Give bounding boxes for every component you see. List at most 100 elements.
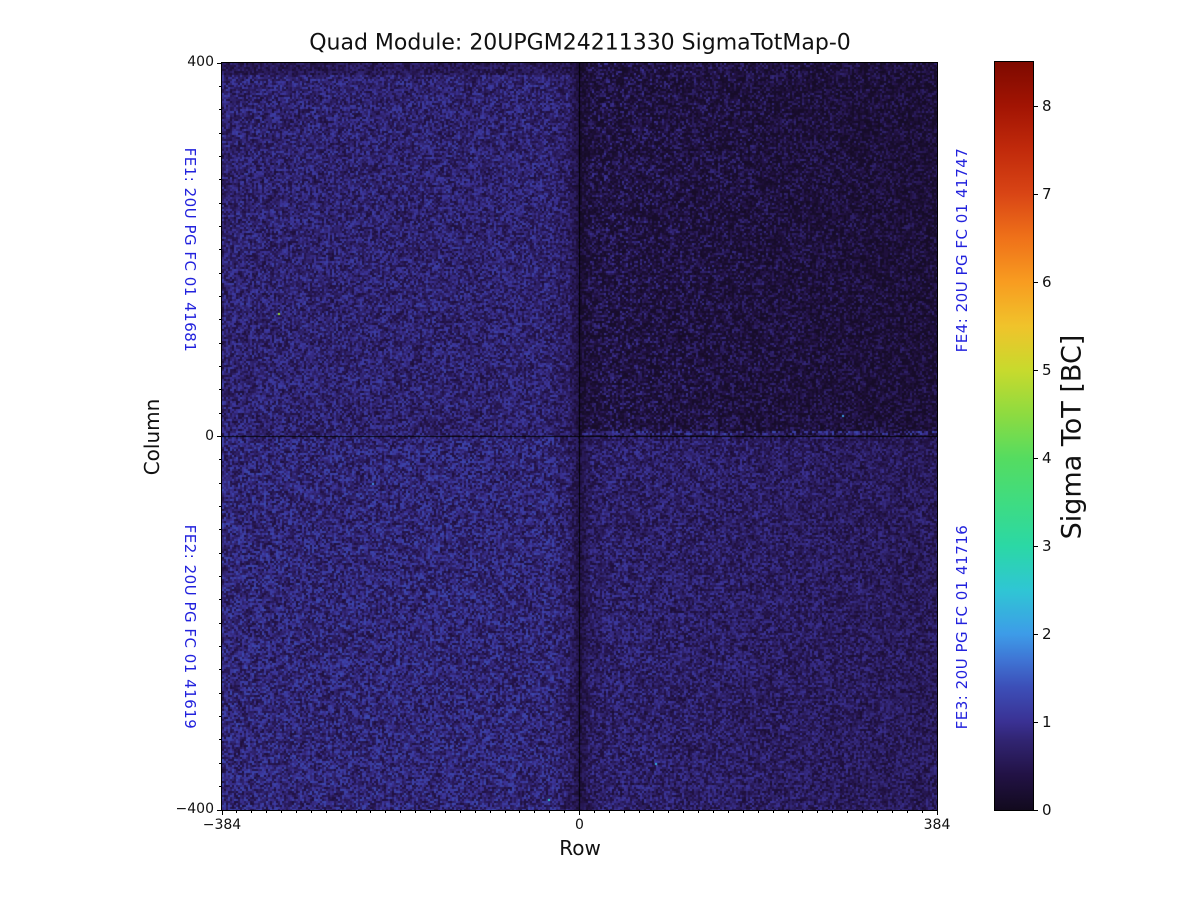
- x-minor-tick: [623, 811, 625, 813]
- x-minor-tick: [430, 811, 432, 813]
- x-minor-tick: [802, 811, 804, 813]
- y-minor-tick: [219, 109, 221, 111]
- x-minor-tick: [489, 811, 491, 813]
- y-minor-tick: [219, 412, 221, 414]
- y-minor-tick: [219, 482, 221, 484]
- y-minor-tick: [219, 576, 221, 578]
- x-minor-tick: [832, 811, 834, 813]
- y-minor-tick: [219, 669, 221, 671]
- heatmap-plot-area: [221, 62, 938, 811]
- y-minor-tick: [219, 459, 221, 461]
- y-minor-tick: [219, 739, 221, 741]
- x-minor-tick: [772, 811, 774, 813]
- x-minor-tick: [281, 811, 283, 813]
- x-minor-tick: [355, 811, 357, 813]
- x-minor-tick: [698, 811, 700, 813]
- x-minor-tick: [549, 811, 551, 813]
- colorbar-tick-label: 1: [1042, 713, 1052, 731]
- y-major-tick: [217, 62, 221, 64]
- colorbar-gradient: [995, 62, 1033, 810]
- colorbar-tick-label: 5: [1042, 361, 1052, 379]
- y-tick-label: 0: [205, 427, 214, 444]
- x-tick-label: 384: [923, 817, 951, 833]
- x-axis-label: Row: [559, 836, 601, 860]
- x-minor-tick: [668, 811, 670, 813]
- colorbar-tick-label: 7: [1042, 185, 1052, 203]
- colorbar-tick-label: 6: [1042, 273, 1052, 291]
- heatmap-canvas: [222, 63, 937, 810]
- y-major-tick: [217, 436, 221, 437]
- x-tick-label: −384: [202, 817, 242, 833]
- x-major-tick: [579, 811, 580, 815]
- x-minor-tick: [653, 811, 655, 813]
- colorbar-tick-label: 3: [1042, 537, 1052, 555]
- fe3-chip-label: FE3: 20U PG FC 01 41716: [953, 524, 971, 730]
- y-minor-tick: [219, 249, 221, 251]
- x-minor-tick: [519, 811, 521, 813]
- x-minor-tick: [921, 811, 923, 813]
- x-tick-label: 0: [575, 817, 584, 833]
- x-minor-tick: [415, 811, 417, 813]
- y-minor-tick: [219, 716, 221, 718]
- y-minor-tick: [219, 132, 221, 134]
- x-minor-tick: [787, 811, 789, 813]
- x-minor-tick: [891, 811, 893, 813]
- x-minor-tick: [340, 811, 342, 813]
- y-minor-tick: [219, 179, 221, 181]
- x-minor-tick: [906, 811, 908, 813]
- y-minor-tick: [219, 202, 221, 204]
- x-minor-tick: [757, 811, 759, 813]
- x-minor-tick: [370, 811, 372, 813]
- y-minor-tick: [219, 506, 221, 508]
- y-minor-tick: [219, 272, 221, 274]
- x-minor-tick: [236, 811, 238, 813]
- x-minor-tick: [444, 811, 446, 813]
- x-minor-tick: [608, 811, 610, 813]
- x-minor-tick: [817, 811, 819, 813]
- colorbar-tick-label: 4: [1042, 449, 1052, 467]
- y-tick-label: 400: [187, 54, 214, 70]
- colorbar-tick: [1034, 721, 1038, 723]
- x-minor-tick: [727, 811, 729, 813]
- colorbar-tick: [1034, 105, 1038, 107]
- x-minor-tick: [251, 811, 253, 813]
- x-minor-tick: [504, 811, 506, 813]
- y-minor-tick: [219, 786, 221, 788]
- x-minor-tick: [593, 811, 595, 813]
- x-minor-tick: [876, 811, 878, 813]
- x-minor-tick: [266, 811, 268, 813]
- colorbar-tick: [1034, 545, 1038, 547]
- colorbar-tick-label: 8: [1042, 97, 1052, 115]
- x-minor-tick: [564, 811, 566, 813]
- colorbar-tick: [1034, 193, 1038, 195]
- x-minor-tick: [534, 811, 536, 813]
- y-minor-tick: [219, 692, 221, 694]
- colorbar-tick-label: 2: [1042, 625, 1052, 643]
- x-minor-tick: [683, 811, 685, 813]
- fe4-chip-label: FE4: 20U PG FC 01 41747: [953, 147, 971, 353]
- y-minor-tick: [219, 342, 221, 344]
- x-minor-tick: [713, 811, 715, 813]
- colorbar-tick: [1034, 633, 1038, 635]
- fe2-chip-label: FE2: 20U PG FC 01 41619: [181, 524, 199, 730]
- fe1-chip-label: FE1: 20U PG FC 01 41681: [181, 147, 199, 353]
- y-minor-tick: [219, 389, 221, 391]
- x-minor-tick: [325, 811, 327, 813]
- x-minor-tick: [638, 811, 640, 813]
- chart-title: Quad Module: 20UPGM24211330 SigmaTotMap-…: [309, 30, 851, 56]
- colorbar-tick-label: 0: [1042, 801, 1052, 819]
- x-minor-tick: [742, 811, 744, 813]
- x-minor-tick: [295, 811, 297, 813]
- x-minor-tick: [400, 811, 402, 813]
- y-minor-tick: [219, 762, 221, 764]
- y-minor-tick: [219, 365, 221, 367]
- x-minor-tick: [310, 811, 312, 813]
- y-tick-label: −400: [175, 801, 214, 817]
- x-minor-tick: [847, 811, 849, 813]
- colorbar-tick: [1034, 281, 1038, 283]
- x-minor-tick: [459, 811, 461, 813]
- y-minor-tick: [219, 552, 221, 554]
- y-minor-tick: [219, 225, 221, 227]
- y-minor-tick: [219, 599, 221, 601]
